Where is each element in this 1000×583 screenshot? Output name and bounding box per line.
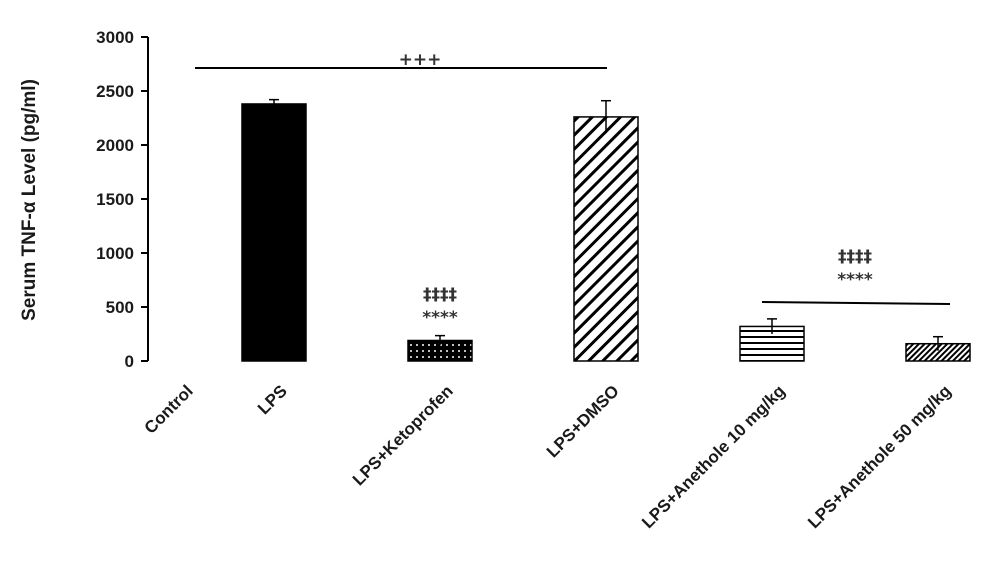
category-labels: Control LPS LPS+Ketoprofen LPS+DMSO LPS+Anet… (141, 381, 955, 532)
y-axis: 0 500 1000 1500 2000 2500 3000 (96, 28, 149, 371)
error-bars-group (269, 98, 943, 351)
y-tick-label: 500 (106, 298, 134, 317)
x-category-label: LPS+Ketoprofen (349, 381, 457, 489)
annotations: +++ ‡‡‡‡ **** ‡‡‡‡ **** (195, 50, 951, 328)
ketoprofen-star-label: **** (422, 308, 458, 328)
y-axis-title: Serum TNF-α Level (pg/ml) (19, 79, 40, 321)
anethole-dagger-label: ‡‡‡‡ (838, 247, 872, 267)
y-tick-label: 1000 (96, 244, 134, 263)
bar-lps (241, 103, 307, 362)
y-tick-label: 3000 (96, 28, 134, 47)
anethole-bracket-line (761, 301, 951, 305)
top-bracket-label: +++ (399, 50, 442, 70)
x-category-label: LPS+Anethole 50 mg/kg (804, 381, 955, 532)
bar-lps-dmso (573, 116, 639, 362)
x-category-label: Control (141, 381, 197, 437)
anethole-star-label: **** (837, 270, 873, 290)
bars-group (241, 103, 971, 362)
y-tick-label: 2500 (96, 82, 134, 101)
ketoprofen-dagger-label: ‡‡‡‡ (423, 285, 457, 305)
x-category-label: LPS (254, 381, 291, 418)
y-tick-label: 2000 (96, 136, 134, 155)
x-category-label: LPS+Anethole 10 mg/kg (638, 381, 789, 532)
y-tick-label: 0 (125, 352, 134, 371)
y-tick-label: 1500 (96, 190, 134, 209)
x-category-label: LPS+DMSO (543, 381, 623, 461)
